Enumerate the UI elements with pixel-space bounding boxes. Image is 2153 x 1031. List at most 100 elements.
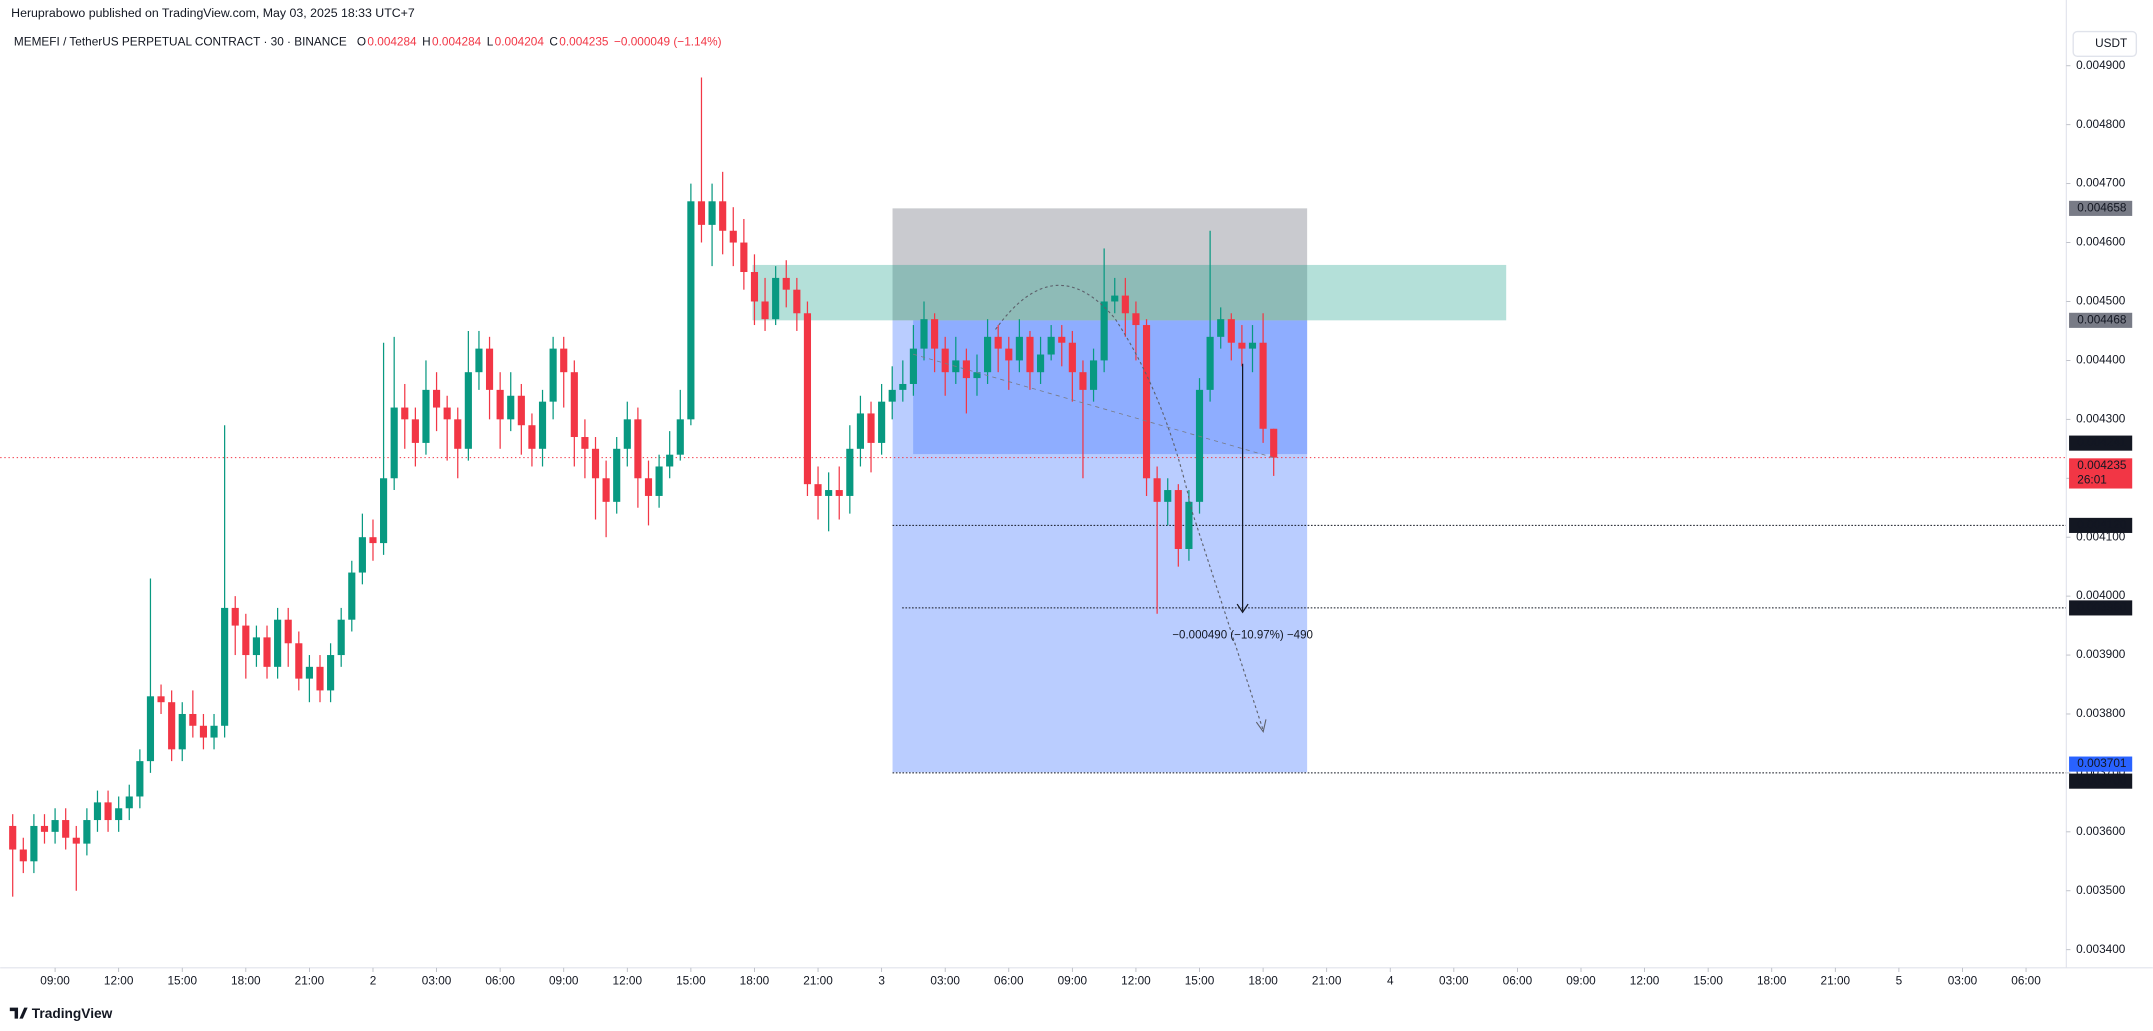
target-zone — [892, 320, 1308, 773]
price-label: 0.003701 — [2077, 756, 2126, 770]
candle-body — [814, 484, 822, 496]
candle-body — [1111, 295, 1119, 302]
candle-body — [867, 413, 875, 443]
x-tick-label: 12:00 — [613, 974, 643, 988]
candle-body — [252, 637, 260, 656]
candle-body — [316, 666, 324, 691]
candle-body — [242, 625, 250, 656]
x-tick-label: 15:00 — [676, 974, 706, 988]
candle-body — [1259, 342, 1267, 429]
candle-body — [676, 419, 684, 455]
x-tick-label: 06:00 — [485, 974, 515, 988]
x-tick-label: 03:00 — [1948, 974, 1978, 988]
candle-body — [348, 572, 356, 620]
price-label: 0.004241 — [2077, 435, 2126, 449]
candle-body — [231, 607, 239, 626]
trend-dash — [913, 353, 1278, 459]
candle-body — [401, 407, 409, 420]
candle-body — [761, 301, 769, 320]
candle-body — [30, 825, 38, 862]
x-tick-label: 21:00 — [803, 974, 833, 988]
x-tick-label: 21:00 — [295, 974, 325, 988]
ohlc-key: O — [357, 35, 366, 49]
candle-body — [337, 619, 345, 656]
measure-label: −0.000490 (−10.97%) −490 — [1172, 630, 1313, 642]
candle-body — [560, 348, 568, 373]
candle-body — [305, 666, 313, 679]
candle-body — [772, 277, 780, 320]
candle-body — [1100, 301, 1108, 361]
ohlc-value: 0.004284 — [432, 35, 482, 49]
candle-body — [1238, 342, 1246, 349]
change-value: −0.000049 (−1.14%) — [614, 35, 722, 49]
x-tick-label: 18:00 — [740, 974, 770, 988]
candle-body — [1185, 501, 1193, 549]
open-profit-zone — [913, 320, 1308, 455]
x-tick-label: 09:00 — [1058, 974, 1088, 988]
candle-body — [697, 201, 706, 225]
currency-label[interactable]: USDT — [2095, 36, 2127, 50]
x-tick-label: 15:00 — [1185, 974, 1215, 988]
candle-body — [1068, 342, 1076, 373]
brand-logo: TradingView — [9, 1006, 113, 1021]
candle-body — [899, 383, 907, 390]
candle-body — [549, 348, 557, 402]
candle-body — [327, 655, 335, 691]
candle-body — [623, 419, 631, 449]
candle-body — [931, 319, 939, 349]
x-tick-label: 06:00 — [994, 974, 1024, 988]
candle-body — [1015, 336, 1023, 361]
candle-body — [411, 419, 419, 443]
logo-mark — [9, 1007, 28, 1019]
candle-body — [835, 490, 843, 496]
candle-body — [93, 802, 102, 821]
candle-body — [962, 360, 970, 379]
candle-body — [750, 272, 759, 302]
candle-body — [1058, 336, 1066, 343]
candle-body — [740, 242, 748, 273]
supply-zone — [752, 264, 1507, 321]
candle-body — [9, 825, 17, 850]
candle-body — [581, 437, 589, 449]
candle-body — [83, 820, 91, 844]
brand-text: TradingView — [32, 1006, 113, 1021]
candle-body — [1132, 313, 1140, 326]
ohlc-key: C — [549, 35, 558, 49]
plot-area — [9, 77, 1278, 897]
candle-body — [517, 395, 525, 426]
y-tick-label: 0.003600 — [2076, 824, 2126, 838]
x-tick-label: 09:00 — [549, 974, 579, 988]
candle-body — [655, 466, 663, 496]
currency-box[interactable] — [2072, 30, 2138, 57]
candle-body — [1036, 354, 1045, 373]
candle-body — [782, 277, 790, 290]
y-tick-label: 0.004800 — [2076, 117, 2126, 131]
price-label: 0.004468 — [2077, 312, 2127, 326]
candle-body — [602, 478, 610, 502]
x-tick-label: 09:00 — [40, 974, 70, 988]
candle-body — [846, 448, 854, 496]
price-label-box — [2069, 517, 2133, 533]
candle-body — [634, 419, 642, 479]
candle-body — [115, 808, 123, 821]
ohlc-key: L — [487, 35, 494, 49]
candle-body — [104, 802, 112, 821]
drawing-overlay: −0.000490 (−10.97%) −490 — [913, 285, 1313, 734]
candle-body — [1217, 319, 1225, 337]
x-tick-label: 18:00 — [231, 974, 261, 988]
countdown-label: 26:01 — [2077, 472, 2107, 486]
candle-body — [1153, 478, 1161, 502]
projection-arrowhead — [1255, 719, 1267, 734]
ohlc-value: 0.004204 — [495, 35, 545, 49]
ohlc-value: 0.004235 — [559, 35, 609, 49]
axes: 0.003400 0.003500 0.003600 0.003700 0.003800… — [40, 58, 2133, 988]
price-label-box — [2069, 756, 2133, 772]
x-tick-label: 06:00 — [2011, 974, 2041, 988]
symbol-legend: MEMEFI / TetherUS PERPETUAL CONTRACT · 3… — [14, 35, 722, 49]
candle-body — [878, 401, 886, 443]
candle-body — [358, 537, 366, 573]
candle-body — [666, 454, 674, 467]
candle-body — [210, 725, 218, 738]
